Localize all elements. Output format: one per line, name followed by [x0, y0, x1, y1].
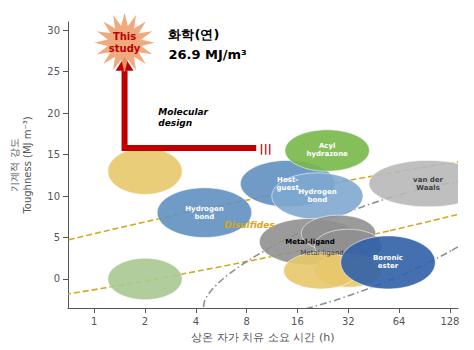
svg-text:Boronic: Boronic — [373, 254, 403, 262]
svg-text:design: design — [158, 118, 192, 128]
svg-text:This: This — [113, 31, 136, 42]
svg-text:study: study — [109, 43, 141, 54]
svg-text:hydrazone: hydrazone — [307, 150, 349, 158]
svg-text:4: 4 — [193, 316, 199, 327]
svg-text:Acyl: Acyl — [319, 142, 336, 150]
svg-text:Metal-ligand: Metal-ligand — [285, 238, 335, 246]
svg-text:Metal-ligand: Metal-ligand — [300, 249, 343, 257]
svg-text:Disulfides: Disulfides — [224, 220, 275, 230]
svg-text:8: 8 — [243, 316, 249, 327]
svg-text:32: 32 — [342, 316, 355, 327]
svg-text:ester: ester — [378, 262, 399, 270]
svg-text:Molecular: Molecular — [158, 107, 208, 117]
svg-text:0: 0 — [54, 273, 60, 284]
svg-text:화학(연): 화학(연) — [168, 27, 219, 42]
svg-text:30: 30 — [47, 25, 60, 36]
svg-text:64: 64 — [393, 316, 406, 327]
svg-text:25: 25 — [47, 66, 60, 77]
svg-text:15: 15 — [47, 149, 60, 160]
svg-text:128: 128 — [440, 316, 459, 327]
svg-text:상온 자가 치유 소요 시간 (h): 상온 자가 치유 소요 시간 (h) — [191, 331, 334, 344]
svg-text:10: 10 — [47, 191, 60, 202]
svg-text:16: 16 — [291, 316, 304, 327]
svg-text:van der: van der — [413, 176, 443, 184]
svg-text:Toughness (MJ m⁻³): Toughness (MJ m⁻³) — [22, 116, 33, 214]
svg-text:Host-: Host- — [277, 176, 298, 184]
svg-text:guest: guest — [277, 184, 300, 192]
svg-text:bond: bond — [195, 213, 215, 221]
svg-text:Waals: Waals — [416, 184, 440, 192]
svg-text:기계적 강도: 기계적 강도 — [9, 138, 20, 191]
svg-text:5: 5 — [54, 232, 60, 243]
svg-text:bond: bond — [307, 196, 327, 204]
svg-text:Hydrogen: Hydrogen — [298, 188, 336, 196]
svg-text:1: 1 — [91, 316, 97, 327]
svg-text:20: 20 — [47, 108, 60, 119]
svg-text:2: 2 — [142, 316, 148, 327]
svg-text:|||: ||| — [260, 142, 272, 155]
svg-text:26.9 MJ/m³: 26.9 MJ/m³ — [168, 47, 246, 62]
svg-text:Hydrogen: Hydrogen — [185, 205, 223, 213]
